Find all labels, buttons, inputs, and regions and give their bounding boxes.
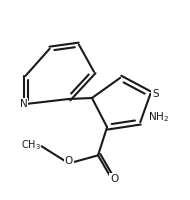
Text: N: N [20,99,27,109]
Text: O: O [65,156,73,166]
Text: NH$_2$: NH$_2$ [148,110,169,124]
Text: CH$_3$: CH$_3$ [21,138,41,152]
Text: O: O [110,174,118,184]
Text: S: S [152,89,159,99]
